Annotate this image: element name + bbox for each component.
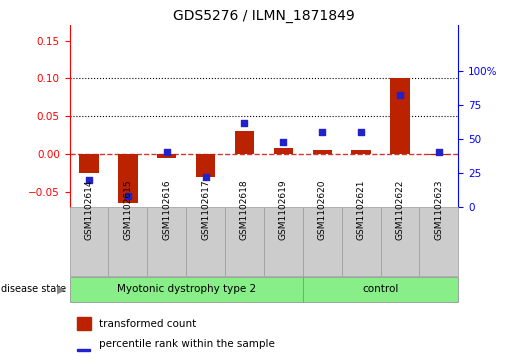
Bar [70,277,303,302]
Point [241,119,249,125]
Text: GSM1102619: GSM1102619 [279,179,288,240]
Point [201,174,210,180]
Text: control: control [363,285,399,294]
Point [124,193,132,199]
Bar [118,154,138,203]
Bar [77,349,90,351]
Point [85,177,93,183]
Bar [196,154,215,177]
Bar [70,207,109,276]
Bar [79,154,99,173]
Point [163,150,171,155]
Bar [303,277,458,302]
Bar [313,150,332,154]
Bar [186,207,225,276]
Text: GSM1102622: GSM1102622 [396,180,404,240]
Bar [77,317,91,330]
Text: GSM1102614: GSM1102614 [84,180,93,240]
Text: percentile rank within the sample: percentile rank within the sample [99,339,274,350]
Bar [264,207,303,276]
Bar [429,154,449,155]
Text: GSM1102616: GSM1102616 [162,179,171,240]
Bar [235,131,254,154]
Point [357,129,365,135]
Text: ▶: ▶ [57,285,65,294]
Point [318,129,327,135]
Bar [351,150,371,154]
Text: disease state: disease state [1,285,66,294]
Text: transformed count: transformed count [99,318,196,329]
Bar [147,207,186,276]
Text: GSM1102617: GSM1102617 [201,179,210,240]
Title: GDS5276 / ILMN_1871849: GDS5276 / ILMN_1871849 [173,9,355,23]
Bar [381,207,419,276]
Bar [342,207,381,276]
Bar [390,78,410,154]
Bar [108,207,147,276]
Point [279,139,287,144]
Bar [273,148,293,154]
Text: Myotonic dystrophy type 2: Myotonic dystrophy type 2 [116,285,256,294]
Text: GSM1102620: GSM1102620 [318,180,327,240]
Text: GSM1102621: GSM1102621 [357,180,366,240]
Text: GSM1102615: GSM1102615 [124,179,132,240]
Text: GSM1102623: GSM1102623 [435,180,443,240]
Text: GSM1102618: GSM1102618 [240,179,249,240]
Bar [303,207,342,276]
Point [396,92,404,98]
Point [435,150,443,155]
Bar [157,154,177,158]
Bar [420,207,458,276]
Bar [225,207,264,276]
